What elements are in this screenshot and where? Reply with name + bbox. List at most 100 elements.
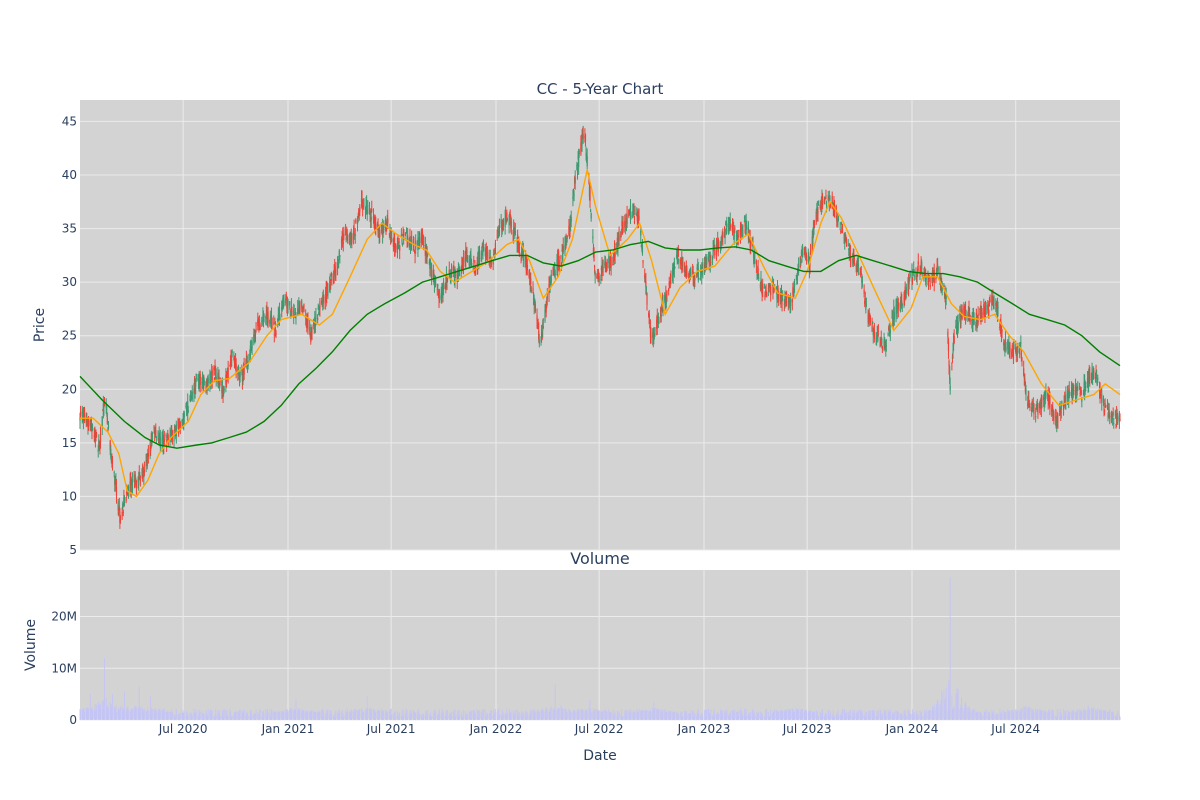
- candle-body: [796, 280, 798, 285]
- volume-bar: [560, 705, 562, 720]
- candle-body: [754, 252, 756, 264]
- volume-bar: [327, 709, 329, 720]
- candle-body: [285, 295, 287, 298]
- candle-body: [169, 435, 171, 438]
- volume-bar: [932, 705, 933, 720]
- volume-bar: [1007, 711, 1009, 720]
- volume-bar: [249, 710, 251, 720]
- volume-bar: [363, 712, 365, 720]
- volume-bar: [657, 710, 659, 720]
- candle-body: [722, 232, 724, 238]
- volume-bar: [84, 712, 86, 720]
- volume-bar: [987, 711, 989, 720]
- candle-body: [628, 210, 630, 215]
- volume-bar: [92, 710, 93, 720]
- x-tick-label: Jul 2022: [574, 722, 624, 736]
- volume-bar: [227, 716, 229, 720]
- volume-bar: [880, 710, 882, 720]
- volume-bar: [295, 699, 297, 720]
- volume-bar: [1116, 714, 1118, 720]
- volume-bar: [518, 712, 520, 720]
- volume-bar: [143, 709, 145, 720]
- candle-body: [514, 231, 516, 235]
- volume-bar: [999, 712, 1001, 720]
- volume-bar: [951, 695, 953, 720]
- volume-bar: [640, 710, 642, 720]
- volume-bar: [454, 708, 456, 720]
- volume-bar: [593, 711, 595, 720]
- candle-body: [218, 376, 220, 379]
- candle-body: [118, 509, 120, 512]
- candle-body: [217, 372, 219, 385]
- candle-body: [669, 284, 671, 286]
- candle-body: [757, 267, 759, 278]
- volume-bar: [601, 711, 603, 720]
- candle-body: [114, 482, 116, 486]
- volume-bar: [724, 710, 725, 720]
- volume-axis-title: Volume: [23, 619, 39, 671]
- volume-bar: [167, 711, 169, 720]
- volume-bar: [178, 714, 180, 720]
- volume-bar: [991, 709, 993, 720]
- volume-bar: [944, 703, 945, 720]
- volume-bar: [921, 716, 923, 720]
- volume-bar: [1067, 715, 1069, 720]
- candle-body: [230, 358, 233, 367]
- volume-bar: [410, 710, 412, 720]
- price-candles: [79, 125, 1121, 529]
- volume-bar: [789, 709, 790, 720]
- volume-bar: [426, 711, 427, 720]
- candle-body: [291, 310, 293, 313]
- volume-bar: [1073, 711, 1075, 720]
- volume-bar: [564, 708, 566, 720]
- volume-bar: [794, 711, 796, 720]
- candle-body: [1100, 393, 1102, 398]
- candle-body: [780, 292, 783, 300]
- volume-y-tick-label: 10M: [51, 661, 77, 675]
- volume-bar: [860, 712, 862, 720]
- candle-body: [872, 332, 874, 336]
- volume-bar: [732, 716, 734, 720]
- volume-bar: [656, 708, 658, 720]
- volume-bar: [558, 707, 560, 720]
- volume-bar: [548, 711, 550, 720]
- x-tick-label: Jul 2020: [158, 722, 208, 736]
- volume-bar: [286, 709, 288, 720]
- candle-body: [618, 234, 620, 241]
- volume-bar: [1033, 712, 1035, 720]
- candle-body: [1005, 346, 1007, 351]
- volume-bar: [1104, 710, 1106, 720]
- candle-body: [310, 338, 312, 342]
- volume-bar: [973, 708, 975, 720]
- volume-bar: [637, 711, 639, 720]
- volume-bar: [712, 716, 713, 720]
- volume-bar: [457, 716, 459, 720]
- volume-bar: [755, 716, 757, 720]
- volume-bar: [83, 708, 85, 720]
- candle-body: [1076, 386, 1078, 388]
- candle-body: [831, 195, 833, 207]
- volume-bar: [157, 711, 159, 720]
- volume-bar: [856, 712, 858, 720]
- volume-bar: [676, 711, 678, 720]
- volume-bar: [784, 711, 786, 720]
- volume-bar: [885, 715, 887, 720]
- volume-bar: [434, 710, 435, 720]
- volume-bar: [501, 709, 503, 720]
- volume-bar: [1047, 711, 1049, 720]
- candle-body: [644, 274, 646, 279]
- volume-bar: [1068, 710, 1070, 720]
- candle-body: [622, 221, 624, 232]
- volume-bar: [700, 715, 702, 720]
- volume-bar: [993, 714, 994, 720]
- candle-body: [1119, 419, 1121, 422]
- volume-bar: [741, 715, 743, 720]
- volume-bar: [881, 713, 883, 720]
- volume-bar: [186, 712, 188, 720]
- volume-bar: [504, 713, 506, 720]
- volume-bar: [1040, 710, 1042, 720]
- candle-body: [787, 301, 789, 303]
- volume-bar: [819, 711, 821, 720]
- volume-bar: [688, 713, 690, 720]
